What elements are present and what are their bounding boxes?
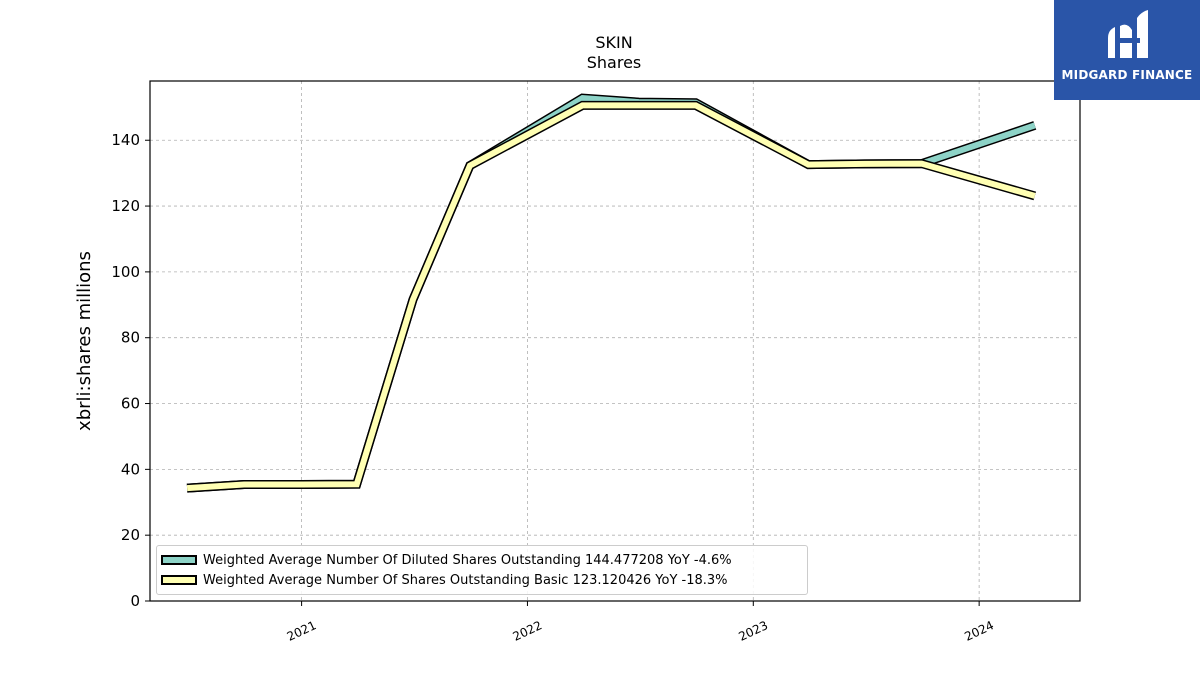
legend-label-diluted: Weighted Average Number Of Diluted Share…	[203, 552, 732, 568]
grid-lines	[150, 81, 1080, 601]
y-tick-label: 80	[121, 329, 140, 347]
y-tick-label: 0	[130, 592, 140, 610]
chart-legend: Weighted Average Number Of Diluted Share…	[156, 545, 808, 595]
plot-frame	[149, 80, 1081, 602]
series-line-1	[186, 102, 1036, 492]
y-tick-label: 20	[121, 526, 140, 544]
y-tick-label: 140	[111, 131, 140, 149]
legend-swatch-diluted	[161, 555, 197, 565]
chart-subtitle: Shares	[586, 53, 642, 72]
x-tick-label: 2024	[962, 618, 996, 644]
series-lines	[186, 93, 1037, 493]
series-line-outline-0	[186, 93, 1037, 493]
chart-title: SKIN	[595, 33, 633, 52]
brand-logo: MIDGARD FINANCE	[1054, 0, 1200, 100]
legend-swatch-basic	[161, 575, 197, 585]
series-line-0	[186, 95, 1036, 492]
legend-label-basic: Weighted Average Number Of Shares Outsta…	[203, 572, 728, 588]
y-tick-label: 120	[111, 197, 140, 215]
x-tick-label: 2021	[285, 618, 319, 644]
x-tick-label: 2022	[511, 618, 545, 644]
midgard-logo-icon	[1108, 10, 1148, 59]
legend-item-basic: Weighted Average Number Of Shares Outsta…	[161, 571, 728, 589]
x-tick-label: 2023	[736, 618, 770, 644]
y-tick-label: 60	[121, 395, 140, 413]
legend-item-diluted: Weighted Average Number Of Diluted Share…	[161, 551, 732, 569]
brand-name: MIDGARD FINANCE	[1061, 68, 1193, 82]
y-tick-label: 40	[121, 460, 140, 478]
y-axis-label: xbrli:shares millions	[74, 251, 95, 431]
y-tick-label: 100	[111, 263, 140, 281]
